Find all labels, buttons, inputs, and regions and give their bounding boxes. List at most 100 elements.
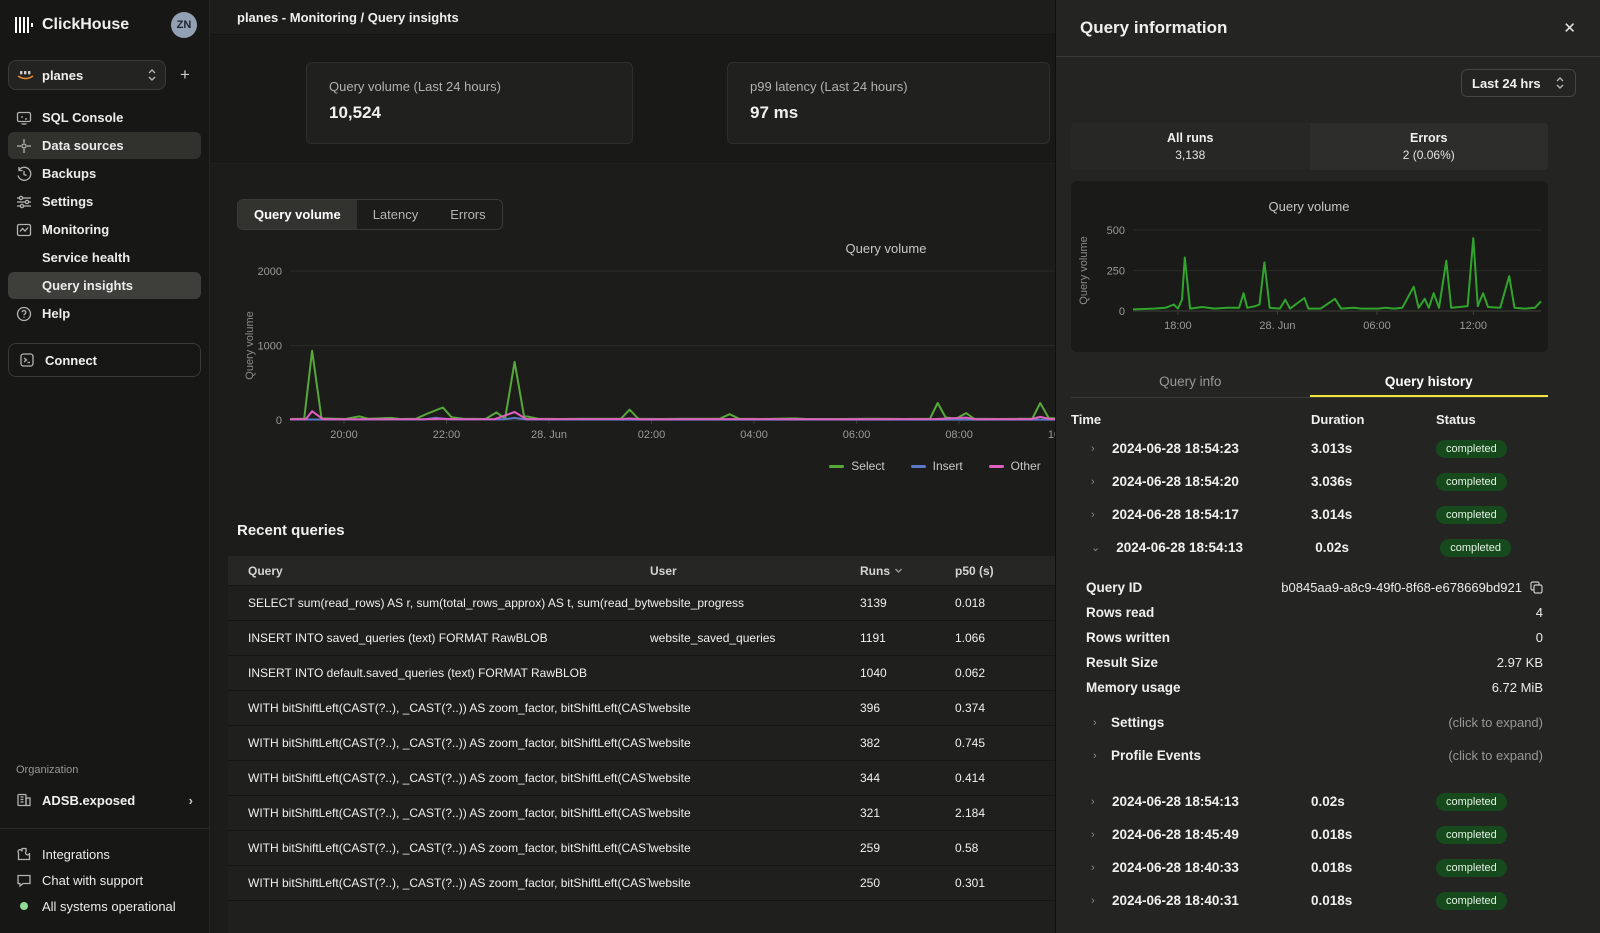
chevron-right-icon[interactable]: › <box>1071 796 1096 808</box>
detail-value: 6.72 MiB <box>1492 680 1543 695</box>
history-row[interactable]: ›2024-06-28 18:45:490.018scompleted <box>1071 818 1548 851</box>
toggle-value: 3,138 <box>1175 148 1205 162</box>
table-cell: WITH bitShiftLeft(CAST(?..), _CAST(?..))… <box>228 876 650 890</box>
detail-label: Result Size <box>1086 655 1158 670</box>
history-duration: 0.018s <box>1311 860 1436 875</box>
history-row[interactable]: ›2024-06-28 18:54:173.014scompleted <box>1071 498 1548 531</box>
chevron-right-icon[interactable]: › <box>1071 895 1096 907</box>
table-row[interactable]: WITH bitShiftLeft(CAST(?..), _CAST(?..))… <box>228 795 1055 830</box>
add-service-button[interactable]: + <box>180 65 190 85</box>
column-header-user[interactable]: User <box>650 564 860 578</box>
data-sources-icon <box>16 138 32 154</box>
table-row[interactable]: WITH bitShiftLeft(CAST(?..), _CAST(?..))… <box>228 830 1055 865</box>
time-range-select[interactable]: Last 24 hrs <box>1461 69 1576 97</box>
history-row[interactable]: ›2024-06-28 18:54:233.013scompleted <box>1071 432 1548 465</box>
table-row[interactable]: INSERT INTO saved_queries (text) FORMAT … <box>228 620 1055 655</box>
recent-queries-title: Recent queries <box>237 522 345 539</box>
table-cell: website <box>650 771 860 785</box>
table-cell: INSERT INTO default.saved_queries (text)… <box>228 666 650 680</box>
stat-label: p99 latency (Last 24 hours) <box>750 79 1027 94</box>
table-row[interactable]: WITH bitShiftLeft(CAST(?..), _CAST(?..))… <box>228 865 1055 900</box>
column-header-runs[interactable]: Runs <box>860 564 955 578</box>
table-row[interactable]: WITH bitShiftLeft(CAST(?..), _CAST(?..))… <box>228 760 1055 795</box>
tab-query-volume[interactable]: Query volume <box>238 200 357 229</box>
toggle-all-runs[interactable]: All runs 3,138 <box>1071 123 1310 170</box>
legend-item-other[interactable]: Other <box>989 459 1041 473</box>
legend-item-select[interactable]: Select <box>829 459 884 473</box>
tab-query-info[interactable]: Query info <box>1071 368 1310 397</box>
table-cell: 250 <box>860 876 955 890</box>
table-row[interactable]: WITH bitShiftLeft(CAST(?..), _CAST(?..))… <box>228 725 1055 760</box>
tab-query-history[interactable]: Query history <box>1310 368 1549 397</box>
table-row-partial[interactable] <box>228 900 1055 933</box>
service-selector[interactable]: planes <box>8 60 166 90</box>
legend-dash-icon <box>829 465 844 468</box>
table-cell: 0.745 <box>955 736 1055 750</box>
footer-item-label: Chat with support <box>42 873 143 888</box>
legend-item-insert[interactable]: Insert <box>911 459 963 473</box>
sidebar-item-label: SQL Console <box>42 110 123 125</box>
sidebar-item-settings[interactable]: Settings <box>8 188 201 215</box>
chat-support-link[interactable]: Chat with support <box>0 867 209 893</box>
svg-text:18:00: 18:00 <box>1164 320 1192 332</box>
detail-row: Rows read4 <box>1071 600 1548 625</box>
organization-switcher[interactable]: ADSB.exposed › <box>0 786 209 814</box>
status-badge: completed <box>1436 826 1507 844</box>
history-row[interactable]: ›2024-06-28 18:40:310.018scompleted <box>1071 884 1548 917</box>
panel-tabs: Query info Query history <box>1071 368 1548 398</box>
brand-name[interactable]: ClickHouse <box>42 16 171 34</box>
sidebar-nav: SQL Console Data sources Backups Setting… <box>0 104 209 327</box>
column-header-query[interactable]: Query <box>228 564 650 578</box>
history-row[interactable]: ⌄2024-06-28 18:54:130.02scompleted <box>1071 531 1548 564</box>
expandable-row-settings[interactable]: ›Settings(click to expand) <box>1071 706 1548 739</box>
sidebar-item-service-health[interactable]: Service health <box>8 244 201 271</box>
chat-icon <box>16 872 32 888</box>
table-row[interactable]: INSERT INTO default.saved_queries (text)… <box>228 655 1055 690</box>
history-row[interactable]: ›2024-06-28 18:54:203.036scompleted <box>1071 465 1548 498</box>
tab-errors[interactable]: Errors <box>434 200 501 229</box>
history-duration: 0.02s <box>1315 540 1440 555</box>
history-duration: 3.036s <box>1311 474 1436 489</box>
tab-latency[interactable]: Latency <box>357 200 435 229</box>
column-header-p50[interactable]: p50 (s) <box>955 564 1055 578</box>
copy-icon[interactable] <box>1530 581 1543 594</box>
connect-button[interactable]: Connect <box>8 343 201 377</box>
organization-label: Organization <box>0 764 209 776</box>
detail-row: Query IDb0845aa9-a8c9-49f0-8f68-e678669b… <box>1071 575 1548 600</box>
table-row[interactable]: WITH bitShiftLeft(CAST(?..), _CAST(?..))… <box>228 690 1055 725</box>
history-time: 2024-06-28 18:54:17 <box>1096 507 1311 522</box>
sidebar-item-help[interactable]: Help <box>8 300 201 327</box>
history-row[interactable]: ›2024-06-28 18:40:330.018scompleted <box>1071 851 1548 884</box>
sidebar-item-data-sources[interactable]: Data sources <box>8 132 201 159</box>
table-cell: WITH bitShiftLeft(CAST(?..), _CAST(?..))… <box>228 736 650 750</box>
chevron-right-icon[interactable]: › <box>1071 862 1096 874</box>
toggle-errors[interactable]: Errors 2 (0.06%) <box>1310 123 1549 170</box>
history-time: 2024-06-28 18:54:13 <box>1096 794 1311 809</box>
sidebar-item-sql-console[interactable]: SQL Console <box>8 104 201 131</box>
chevron-right-icon[interactable]: › <box>1071 829 1096 841</box>
integrations-link[interactable]: Integrations <box>0 841 209 867</box>
svg-text:0: 0 <box>276 415 282 427</box>
table-cell: 0.414 <box>955 771 1055 785</box>
chevron-down-icon[interactable]: ⌄ <box>1071 541 1100 554</box>
history-row[interactable]: ›2024-06-28 18:54:130.02scompleted <box>1071 785 1548 818</box>
sidebar-item-monitoring[interactable]: Monitoring <box>8 216 201 243</box>
chevron-right-icon[interactable]: › <box>1071 443 1096 455</box>
chevron-right-icon[interactable]: › <box>1071 476 1096 488</box>
chevron-right-icon[interactable]: › <box>1071 509 1096 521</box>
help-icon <box>16 306 32 322</box>
table-row[interactable]: SELECT sum(read_rows) AS r, sum(total_ro… <box>228 585 1055 620</box>
history-duration: 0.02s <box>1311 794 1436 809</box>
sidebar-item-backups[interactable]: Backups <box>8 160 201 187</box>
close-icon[interactable]: ✕ <box>1563 19 1576 37</box>
settings-icon <box>16 194 32 210</box>
stats-strip: Query volume (Last 24 hours) 10,524 p99 … <box>210 35 1055 162</box>
expandable-label: Profile Events <box>1111 748 1201 763</box>
table-cell: 0.58 <box>955 841 1055 855</box>
chevron-right-icon: › <box>1093 750 1111 762</box>
avatar[interactable]: ZN <box>171 12 197 38</box>
sidebar-item-query-insights[interactable]: Query insights <box>8 272 201 299</box>
system-status-link[interactable]: All systems operational <box>0 893 209 919</box>
expandable-row-profile-events[interactable]: ›Profile Events(click to expand) <box>1071 739 1548 772</box>
organization-name: ADSB.exposed <box>42 793 135 808</box>
